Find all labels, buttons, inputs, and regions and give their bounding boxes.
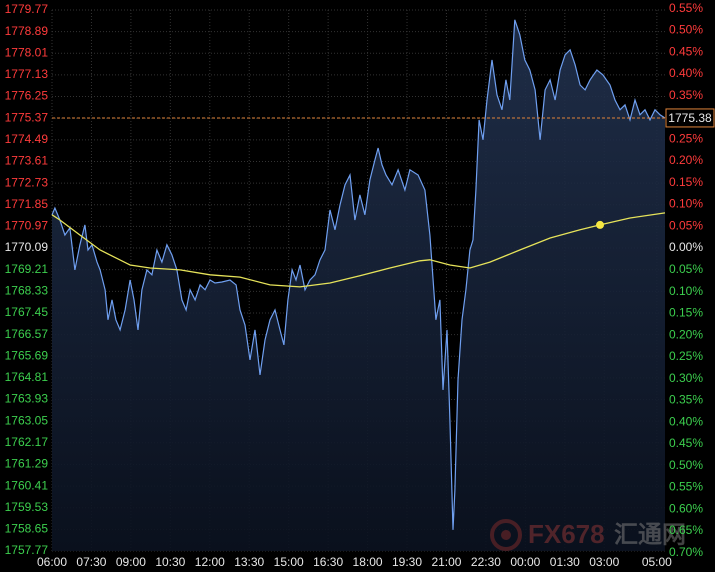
- y2-tick-label: 0.70%: [669, 545, 703, 559]
- x-tick-label: 12:00: [195, 555, 225, 569]
- watermark-brand: FX678: [528, 519, 605, 549]
- x-tick-label: 19:30: [392, 555, 422, 569]
- price-line: [51, 19, 666, 530]
- watermark-site: 汇通网: [614, 521, 686, 548]
- y-tick-label: 1763.05: [5, 413, 49, 427]
- y2-tick-label: 0.55%: [669, 1, 703, 15]
- y-tick-label: 1778.89: [5, 24, 49, 38]
- y2-tick-label: 0.55%: [669, 480, 703, 494]
- y-tick-label: 1772.73: [5, 175, 49, 189]
- y2-tick-label: 0.35%: [669, 88, 703, 102]
- y-tick-label: 1774.49: [5, 132, 49, 146]
- x-tick-label: 03:00: [589, 555, 619, 569]
- y-tick-label: 1773.61: [5, 154, 49, 168]
- x-tick-label: 05:00: [642, 555, 672, 569]
- y-tick-label: 1757.77: [5, 543, 49, 557]
- y-tick-label: 1761.29: [5, 457, 49, 471]
- average-marker: [596, 220, 605, 229]
- last-price-box: [665, 108, 715, 128]
- y2-tick-label: 0.10%: [669, 197, 703, 211]
- y2-tick-label: 0.25%: [669, 349, 703, 363]
- last-price-label: 1775.38: [668, 111, 712, 125]
- y-tick-label: 1770.97: [5, 219, 49, 233]
- logo-dot: [501, 530, 511, 540]
- y-tick-label: 1778.01: [5, 45, 49, 59]
- y2-tick-label: 0.20%: [669, 153, 703, 167]
- y2-tick-label: 0.30%: [669, 371, 703, 385]
- y-tick-label: 1765.69: [5, 348, 49, 362]
- y-tick-label: 1768.33: [5, 283, 49, 297]
- y2-tick-label: 0.60%: [669, 501, 703, 515]
- x-tick-label: 06:00: [37, 555, 67, 569]
- x-tick-label: 09:00: [116, 555, 146, 569]
- y2-tick-label: 0.15%: [669, 175, 703, 189]
- y-tick-label: 1779.77: [5, 2, 49, 16]
- x-tick-label: 00:00: [510, 555, 540, 569]
- x-tick-label: 18:00: [353, 555, 383, 569]
- y-tick-label: 1771.85: [5, 197, 49, 211]
- x-tick-label: 22:30: [471, 555, 501, 569]
- y-tick-label: 1759.53: [5, 500, 49, 514]
- x-tick-label: 21:00: [431, 555, 461, 569]
- y2-tick-label: 0.45%: [669, 436, 703, 450]
- average-line: [51, 212, 666, 288]
- y-tick-label: 1769.21: [5, 262, 49, 276]
- y2-tick-label: 0.15%: [669, 306, 703, 320]
- area: [52, 19, 665, 552]
- y2-tick-label: 0.65%: [669, 523, 703, 537]
- y2-tick-label: 0.50%: [669, 458, 703, 472]
- y-tick-label: 1770.09: [5, 240, 49, 254]
- watermark: FX678 汇通网: [490, 519, 686, 551]
- y2-tick-label: 0.05%: [669, 218, 703, 232]
- y2-tick-label: 0.40%: [669, 414, 703, 428]
- y2-tick-label: 0.20%: [669, 327, 703, 341]
- y-tick-label: 1767.45: [5, 305, 49, 319]
- logo: [490, 519, 522, 551]
- x-tick-label: 15:00: [274, 555, 304, 569]
- x-tick-label: 07:30: [76, 555, 106, 569]
- y-tick-label: 1775.37: [5, 110, 49, 124]
- y2-tick-label: 0.45%: [669, 44, 703, 58]
- y-tick-label: 1763.93: [5, 392, 49, 406]
- y-tick-label: 1777.13: [5, 67, 49, 81]
- y2-tick-label: 0.25%: [669, 131, 703, 145]
- y2-tick-label: 0.35%: [669, 393, 703, 407]
- y2-tick-label: 0.50%: [669, 23, 703, 37]
- y2-tick-label: 0.05%: [669, 262, 703, 276]
- y-tick-label: 1766.57: [5, 327, 49, 341]
- plot: [51, 9, 666, 552]
- y-tick-label: 1762.17: [5, 435, 49, 449]
- x-tick-label: 16:30: [313, 555, 343, 569]
- y2-tick-label: 0.40%: [669, 66, 703, 80]
- x-tick-label: 10:30: [155, 555, 185, 569]
- y2-tick-label: 0.10%: [669, 284, 703, 298]
- y-tick-label: 1764.81: [5, 370, 49, 384]
- x-tick-label: 13:30: [234, 555, 264, 569]
- y-tick-label: 1776.25: [5, 89, 49, 103]
- y2-tick-label: 0.00%: [669, 240, 703, 254]
- y-tick-label: 1758.65: [5, 522, 49, 536]
- y-tick-label: 1760.41: [5, 478, 49, 492]
- x-tick-label: 01:30: [550, 555, 580, 569]
